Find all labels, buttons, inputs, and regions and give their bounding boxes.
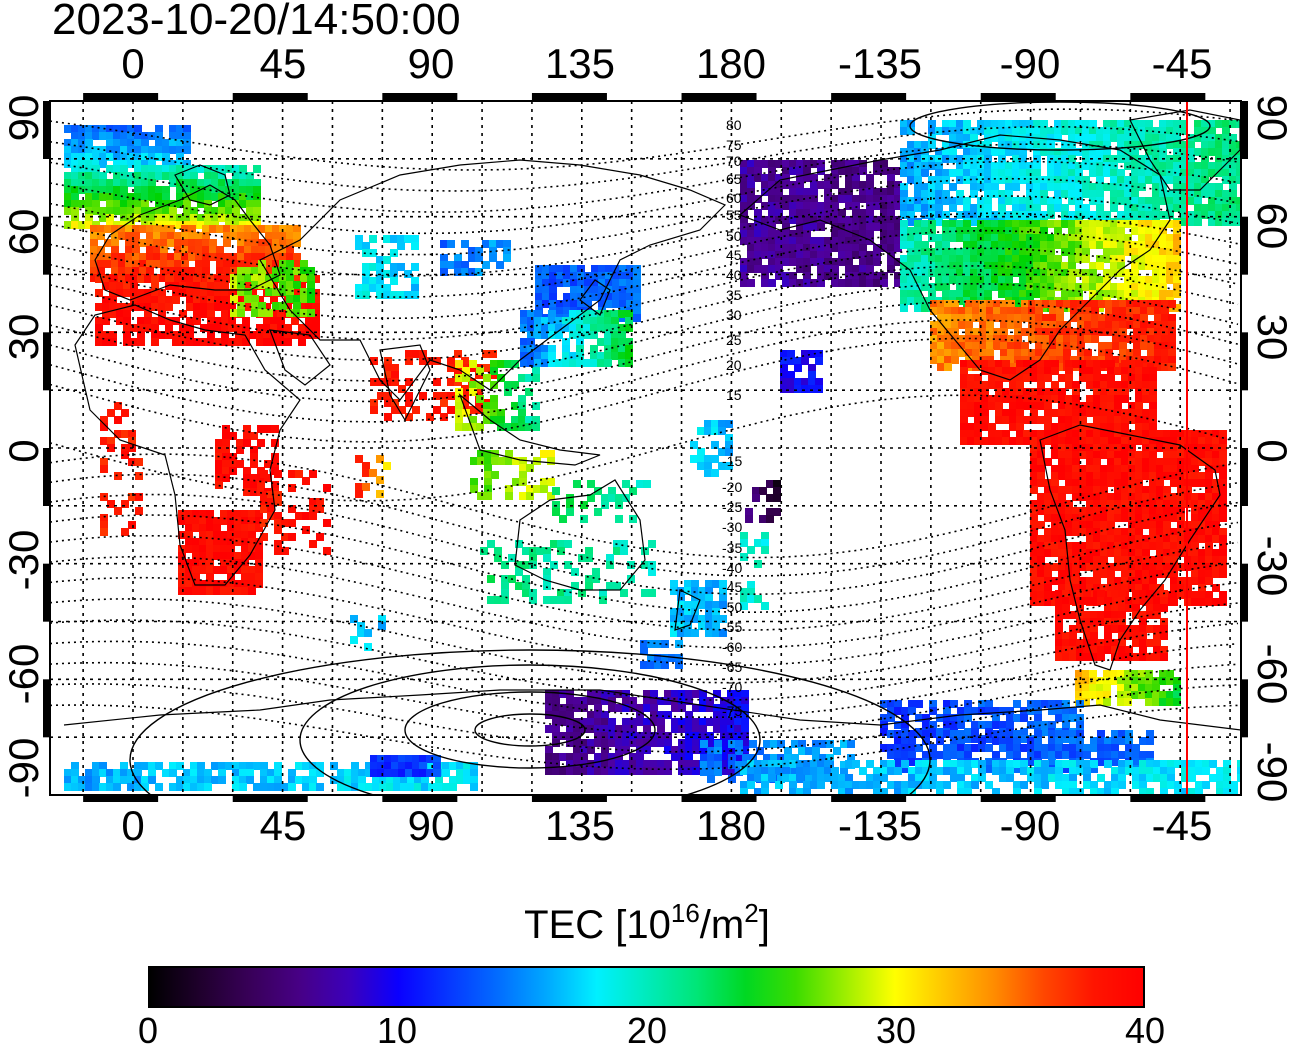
contour-label: 35 <box>726 287 742 303</box>
contour-label: -50 <box>722 599 742 615</box>
contour-label: 30 <box>726 307 742 323</box>
bottom-lon-tick: 180 <box>695 802 767 849</box>
contour-label: -20 <box>722 479 742 495</box>
colorbar-title: TEC [1016/m2] <box>524 898 770 947</box>
colorbar <box>148 966 1145 1008</box>
top-lon-tick: -135 <box>837 40 923 87</box>
bottom-lon-tick: 45 <box>259 802 307 849</box>
top-lon-tick: -45 <box>1151 40 1213 87</box>
contour-label: -60 <box>722 639 742 655</box>
contour-label: 60 <box>726 190 742 206</box>
contour-label: 25 <box>726 332 742 348</box>
contour-label: -65 <box>722 659 742 675</box>
contour-label: -30 <box>722 519 742 535</box>
contour-label: 15 <box>726 387 742 403</box>
contour-label: -25 <box>722 499 742 515</box>
contour-label: -40 <box>722 560 742 576</box>
bottom-lon-tick: 135 <box>544 802 616 849</box>
top-lon-tick: 180 <box>695 40 767 87</box>
top-lon-tick: 90 <box>407 40 455 87</box>
bottom-lon-tick: 0 <box>121 802 145 849</box>
top-lon-tick: 135 <box>544 40 616 87</box>
left-lat-tick: -90 <box>0 737 47 799</box>
contour-label: 50 <box>726 228 742 244</box>
coastlines <box>63 109 1241 731</box>
contour-label: -45 <box>722 579 742 595</box>
contour-label: 45 <box>726 247 742 263</box>
contour-label: 65 <box>726 171 742 187</box>
colorbar-tick: 30 <box>875 1010 917 1051</box>
contour-label: -75 <box>722 703 742 719</box>
bottom-lon-tick: -135 <box>837 802 923 849</box>
contour-label: 70 <box>726 153 742 169</box>
contour-label: -35 <box>722 540 742 556</box>
bottom-lon-tick: -90 <box>999 802 1061 849</box>
tec-data-layer <box>64 120 1241 795</box>
contour-label: 20 <box>726 357 742 373</box>
timestamp-title: 2023-10-20/14:50:00 <box>52 0 461 44</box>
top-lon-tick: -90 <box>999 40 1061 87</box>
colorbar-tick: 20 <box>626 1010 668 1051</box>
contour-label: -55 <box>722 619 742 635</box>
graticule <box>50 101 1241 795</box>
contour-label: 80 <box>726 117 742 133</box>
top-lon-tick: 0 <box>121 40 145 87</box>
bottom-lon-tick: -45 <box>1151 802 1213 849</box>
contour-label: 75 <box>726 137 742 153</box>
colorbar-tick: 0 <box>137 1010 159 1051</box>
contour-label: 40 <box>726 267 742 283</box>
frame-ticks <box>43 93 1248 802</box>
contour-label: -70 <box>722 679 742 695</box>
top-lon-tick: 45 <box>259 40 307 87</box>
contour-label: 55 <box>726 207 742 223</box>
colorbar-tick: 10 <box>376 1010 418 1051</box>
colorbar-tick: 40 <box>1124 1010 1166 1051</box>
bottom-lon-tick: 90 <box>407 802 455 849</box>
contour-label: -15 <box>722 453 742 469</box>
